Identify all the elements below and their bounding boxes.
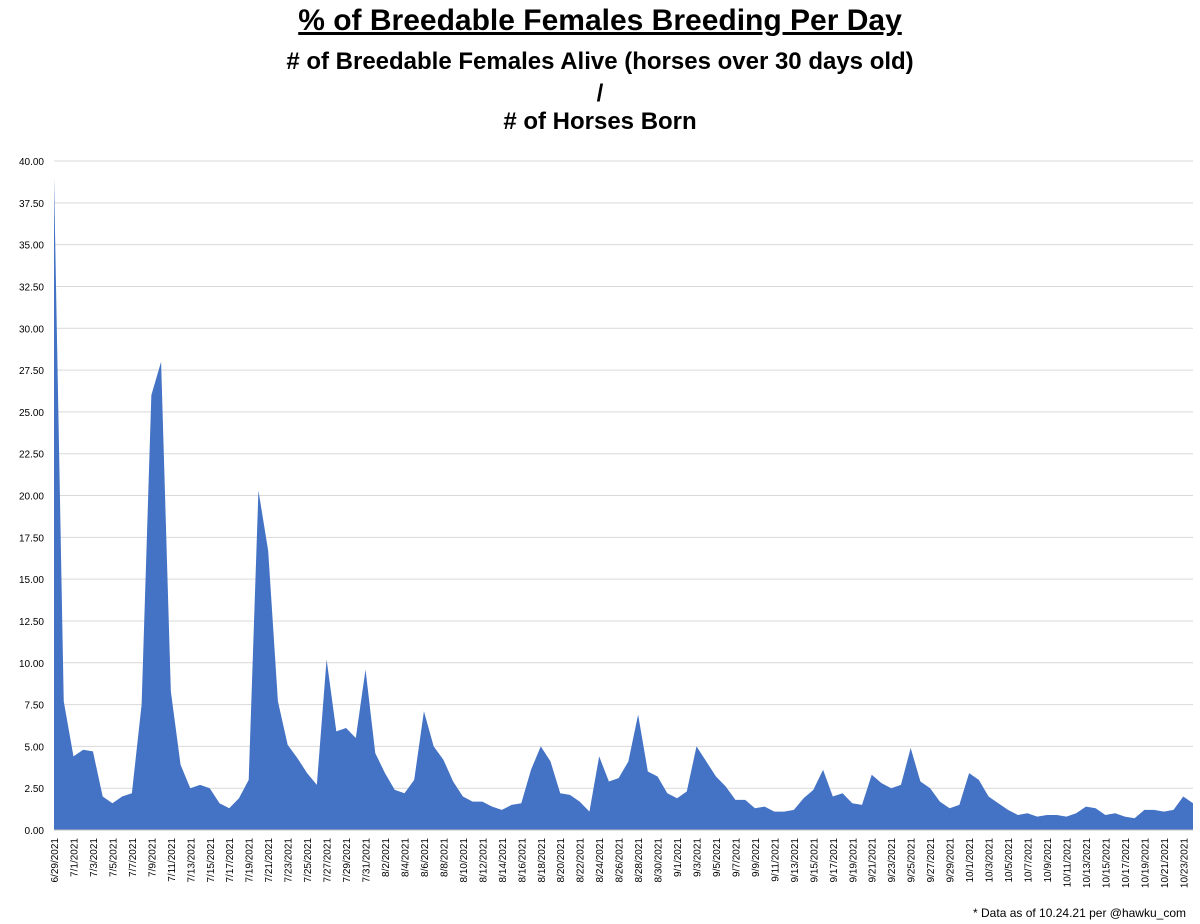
x-tick-label: 9/7/2021 (731, 838, 742, 877)
x-tick-label: 7/27/2021 (323, 838, 334, 883)
x-tick-label: 7/31/2021 (362, 838, 373, 883)
x-tick-label: 8/12/2021 (478, 838, 489, 883)
x-tick-label: 7/19/2021 (245, 838, 256, 883)
x-tick-label: 9/29/2021 (946, 838, 957, 883)
chart-subtitle-divider: / (596, 80, 604, 107)
x-tick-label: 9/11/2021 (770, 838, 781, 882)
x-tick-label: 8/28/2021 (634, 838, 645, 883)
y-tick-label: 7.50 (25, 701, 45, 712)
x-tick-label: 8/30/2021 (654, 838, 665, 883)
x-tick-label: 7/17/2021 (225, 838, 236, 883)
x-tick-label: 9/3/2021 (693, 838, 704, 877)
x-axis-labels: 6/29/2021 7/1/2021 7/3/2021 7/5/2021 7/7/202… (50, 838, 1190, 888)
series-area (54, 177, 1193, 831)
x-tick-label: 8/26/2021 (615, 838, 626, 883)
x-tick-label: 10/23/2021 (1179, 838, 1190, 888)
x-tick-label: 7/9/2021 (147, 838, 158, 877)
x-tick-label: 8/18/2021 (537, 838, 548, 883)
x-tick-label: 10/1/2021 (965, 838, 976, 883)
x-tick-label: 9/1/2021 (673, 838, 684, 877)
y-tick-label: 10.00 (19, 659, 44, 670)
footnote: * Data as of 10.24.21 per @hawku_com (973, 906, 1186, 920)
x-tick-label: 7/21/2021 (264, 838, 275, 883)
y-tick-label: 37.50 (19, 199, 44, 210)
x-tick-label: 8/10/2021 (459, 838, 470, 883)
x-tick-label: 10/13/2021 (1082, 838, 1093, 888)
x-tick-label: 7/1/2021 (69, 838, 80, 877)
x-tick-label: 8/4/2021 (400, 838, 411, 877)
x-tick-label: 10/21/2021 (1160, 838, 1171, 888)
y-tick-label: 20.00 (19, 492, 44, 503)
gridlines (54, 160, 1193, 831)
y-tick-label: 30.00 (19, 324, 44, 335)
x-tick-label: 7/25/2021 (303, 838, 314, 883)
x-tick-label: 9/23/2021 (887, 838, 898, 883)
x-tick-label: 10/15/2021 (1101, 838, 1112, 888)
chart-title: % of Breedable Females Breeding Per Day (298, 4, 902, 37)
x-tick-label: 10/5/2021 (1004, 838, 1015, 883)
x-tick-label: 7/3/2021 (89, 838, 100, 877)
y-tick-label: 2.50 (25, 784, 45, 795)
x-tick-label: 9/9/2021 (751, 838, 762, 877)
y-tick-label: 0.00 (25, 826, 45, 837)
x-tick-label: 7/7/2021 (128, 838, 139, 877)
x-tick-label: 8/20/2021 (556, 838, 567, 883)
x-tick-label: 7/5/2021 (108, 838, 119, 877)
y-tick-label: 15.00 (19, 575, 44, 586)
x-tick-label: 10/11/2021 (1062, 838, 1073, 888)
x-tick-label: 8/2/2021 (381, 838, 392, 877)
y-tick-label: 25.00 (19, 408, 44, 419)
x-tick-label: 8/8/2021 (439, 838, 450, 877)
x-tick-label: 9/25/2021 (907, 838, 918, 883)
y-tick-label: 27.50 (19, 366, 44, 377)
x-tick-label: 8/24/2021 (595, 838, 606, 883)
y-tick-label: 12.50 (19, 617, 44, 628)
x-tick-label: 8/22/2021 (576, 838, 587, 883)
y-tick-label: 32.50 (19, 282, 44, 293)
x-tick-label: 9/27/2021 (926, 838, 937, 883)
x-tick-label: 10/3/2021 (985, 838, 996, 883)
x-tick-label: 7/23/2021 (284, 838, 295, 883)
x-tick-label: 7/13/2021 (186, 838, 197, 883)
y-tick-label: 40.00 (19, 157, 44, 168)
y-tick-label: 22.50 (19, 450, 44, 461)
x-tick-label: 7/11/2021 (167, 838, 178, 882)
x-tick-label: 9/21/2021 (868, 838, 879, 883)
x-tick-label: 9/17/2021 (829, 838, 840, 883)
x-tick-label: 8/16/2021 (517, 838, 528, 883)
x-tick-label: 9/19/2021 (848, 838, 859, 883)
x-tick-label: 6/29/2021 (50, 838, 61, 883)
y-tick-label: 5.00 (25, 742, 45, 753)
chart-subtitle-numerator: # of Breedable Females Alive (horses ove… (286, 48, 914, 75)
x-tick-label: 10/7/2021 (1024, 838, 1035, 883)
x-tick-label: 9/13/2021 (790, 838, 801, 883)
y-tick-label: 35.00 (19, 241, 44, 252)
x-tick-label: 10/9/2021 (1043, 838, 1054, 883)
x-tick-label: 9/5/2021 (712, 838, 723, 877)
x-tick-label: 7/29/2021 (342, 838, 353, 883)
x-tick-label: 8/6/2021 (420, 838, 431, 877)
x-tick-label: 9/15/2021 (809, 838, 820, 883)
x-tick-label: 10/17/2021 (1121, 838, 1132, 888)
chart-subtitle-denominator: # of Horses Born (503, 108, 697, 135)
x-tick-label: 7/15/2021 (206, 838, 217, 883)
y-tick-label: 17.50 (19, 533, 44, 544)
y-axis-labels: 0.00 2.50 5.00 7.50 10.00 12.50 15.00 17.50 20.0… (19, 157, 44, 837)
x-tick-label: 10/19/2021 (1140, 838, 1151, 888)
x-tick-label: 8/14/2021 (498, 838, 509, 883)
